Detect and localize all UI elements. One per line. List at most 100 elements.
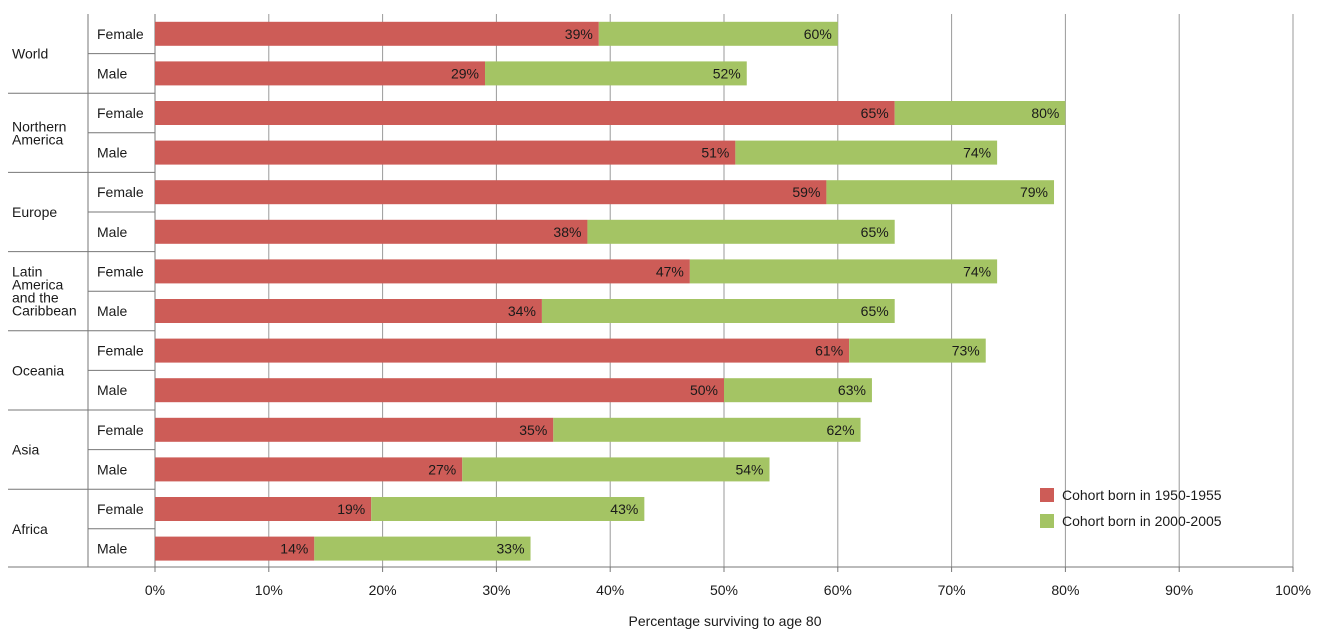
bar-2000-2005	[849, 338, 986, 363]
region-label: Caribbean	[12, 303, 77, 319]
sex-label: Female	[97, 26, 144, 42]
sex-label: Female	[97, 263, 144, 279]
bar-2000-2005	[541, 299, 895, 323]
region-label: and the	[12, 290, 59, 306]
data-label-2000-2005: 60%	[804, 26, 832, 42]
legend: Cohort born in 1950-1955 Cohort born in 2…	[1040, 487, 1222, 529]
region-label: America	[12, 277, 64, 293]
bar-2000-2005	[735, 140, 998, 165]
bar-1950-1955	[155, 180, 827, 205]
bar-2000-2005	[689, 259, 998, 284]
bar-1950-1955	[155, 259, 690, 284]
bar-1950-1955	[155, 140, 736, 165]
bar-1950-1955	[155, 61, 486, 86]
bar-1950-1955	[155, 378, 724, 403]
legend-swatch	[1040, 488, 1054, 502]
x-tick-label: 30%	[482, 582, 510, 598]
data-label-2000-2005: 80%	[1031, 105, 1059, 121]
bar-2000-2005	[371, 497, 645, 521]
bar-2000-2005	[826, 180, 1055, 205]
sex-label: Male	[97, 224, 128, 240]
region-label: Oceania	[12, 362, 64, 378]
bar-2000-2005	[485, 61, 747, 86]
bar-1950-1955	[155, 101, 895, 125]
x-tick-label: 90%	[1165, 582, 1193, 598]
bar-1950-1955	[155, 21, 599, 46]
data-label-1950-1955: 19%	[337, 501, 365, 517]
bar-2000-2005	[598, 21, 838, 46]
legend-label: Cohort born in 2000-2005	[1062, 513, 1222, 529]
data-label-2000-2005: 33%	[497, 541, 525, 557]
bar-2000-2005	[553, 417, 861, 442]
x-tick-label: 40%	[596, 582, 624, 598]
bar-1950-1955	[155, 219, 588, 244]
data-label-1950-1955: 61%	[815, 343, 843, 359]
sex-label: Female	[97, 422, 144, 438]
data-label-1950-1955: 47%	[656, 263, 684, 279]
data-label-2000-2005: 79%	[1020, 184, 1048, 200]
x-axis-title: Percentage surviving to age 80	[628, 613, 821, 629]
region-label: America	[12, 131, 64, 147]
bar-1950-1955	[155, 457, 463, 482]
bar-1950-1955	[155, 338, 850, 363]
x-tick-label: 20%	[369, 582, 397, 598]
x-tick-label: 50%	[710, 582, 738, 598]
sex-label: Male	[97, 65, 128, 81]
region-label: Northern	[12, 118, 66, 134]
data-label-1950-1955: 51%	[701, 145, 729, 161]
data-label-2000-2005: 65%	[861, 303, 889, 319]
sex-label: Female	[97, 105, 144, 121]
data-label-1950-1955: 29%	[451, 65, 479, 81]
bar-1950-1955	[155, 299, 542, 323]
bar-2000-2005	[587, 219, 895, 244]
gridlines	[268, 14, 1294, 567]
data-label-2000-2005: 62%	[827, 422, 855, 438]
bar-2000-2005	[462, 457, 770, 482]
legend-swatch	[1040, 514, 1054, 528]
data-label-2000-2005: 74%	[963, 145, 991, 161]
bar-2000-2005	[724, 378, 872, 403]
bar-1950-1955	[155, 417, 554, 442]
sex-label: Male	[97, 382, 128, 398]
data-label-1950-1955: 65%	[861, 105, 889, 121]
data-label-2000-2005: 65%	[861, 224, 889, 240]
data-label-2000-2005: 63%	[838, 382, 866, 398]
bar-1950-1955	[155, 536, 315, 561]
data-label-1950-1955: 59%	[792, 184, 820, 200]
region-label: Africa	[12, 521, 48, 537]
x-tick-label: 60%	[824, 582, 852, 598]
sex-label: Male	[97, 145, 128, 161]
x-tick-label: 80%	[1051, 582, 1079, 598]
legend-label: Cohort born in 1950-1955	[1062, 487, 1222, 503]
data-label-1950-1955: 34%	[508, 303, 536, 319]
data-label-1950-1955: 14%	[280, 541, 308, 557]
data-label-1950-1955: 38%	[553, 224, 581, 240]
data-label-1950-1955: 27%	[428, 461, 456, 477]
bar-2000-2005	[894, 101, 1066, 125]
sex-label: Male	[97, 461, 128, 477]
x-tick-label: 100%	[1275, 582, 1311, 598]
data-label-1950-1955: 39%	[565, 26, 593, 42]
data-label-2000-2005: 74%	[963, 263, 991, 279]
data-label-2000-2005: 52%	[713, 65, 741, 81]
bar-2000-2005	[314, 536, 531, 561]
data-labels: 39% 60% 29% 52% 65% 80% 51% 74% 59% 79% 38% 65% 47% 7…	[280, 26, 1059, 557]
sex-label: Male	[97, 541, 128, 557]
category-axis-frame: WorldFemaleMaleNorthernAmericaFemaleMale…	[8, 14, 1293, 568]
sex-label: Female	[97, 343, 144, 359]
x-tick-label: 0%	[145, 582, 165, 598]
sex-label: Female	[97, 501, 144, 517]
data-label-2000-2005: 43%	[610, 501, 638, 517]
sex-label: Female	[97, 184, 144, 200]
data-label-2000-2005: 73%	[952, 343, 980, 359]
region-label: Europe	[12, 204, 57, 220]
sex-label: Male	[97, 303, 128, 319]
x-tick-label: 10%	[255, 582, 283, 598]
x-axis: 0% 10% 20% 30% 40% 50% 60% 70% 80% 90% 100%	[145, 567, 1311, 598]
x-tick-label: 70%	[938, 582, 966, 598]
region-label: Asia	[12, 442, 39, 458]
bar-1950-1955	[155, 497, 372, 521]
region-label: World	[12, 46, 48, 62]
data-label-2000-2005: 54%	[735, 461, 763, 477]
